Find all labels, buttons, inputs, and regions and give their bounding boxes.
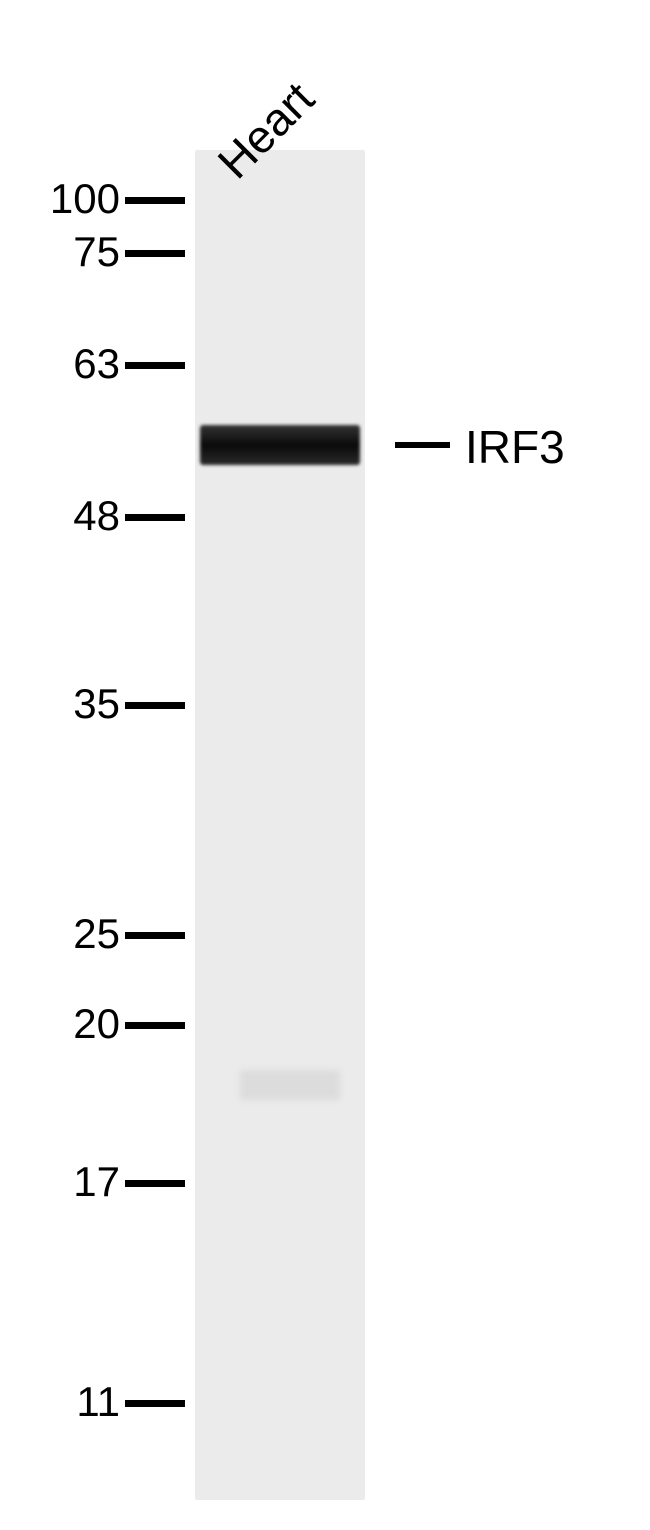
marker-label: 20 [20,1000,120,1048]
marker-label: 100 [20,175,120,223]
irf3-band [200,425,360,465]
marker-tick [125,362,185,369]
marker-tick [125,250,185,257]
protein-label: IRF3 [465,420,565,474]
marker-tick [125,702,185,709]
marker-label: 48 [20,492,120,540]
marker-tick [125,1180,185,1187]
marker-tick [125,1400,185,1407]
marker-label: 63 [20,340,120,388]
marker-tick [125,1022,185,1029]
marker-label: 17 [20,1158,120,1206]
protein-tick [395,442,450,448]
marker-tick [125,932,185,939]
marker-label: 75 [20,228,120,276]
marker-label: 25 [20,910,120,958]
marker-label: 35 [20,680,120,728]
faint-band [240,1070,340,1100]
marker-tick [125,514,185,521]
marker-label: 11 [20,1378,120,1426]
blot-lane [195,150,365,1500]
western-blot-container: Heart 1007563483525201711 IRF3 [0,0,650,1530]
marker-tick [125,197,185,204]
